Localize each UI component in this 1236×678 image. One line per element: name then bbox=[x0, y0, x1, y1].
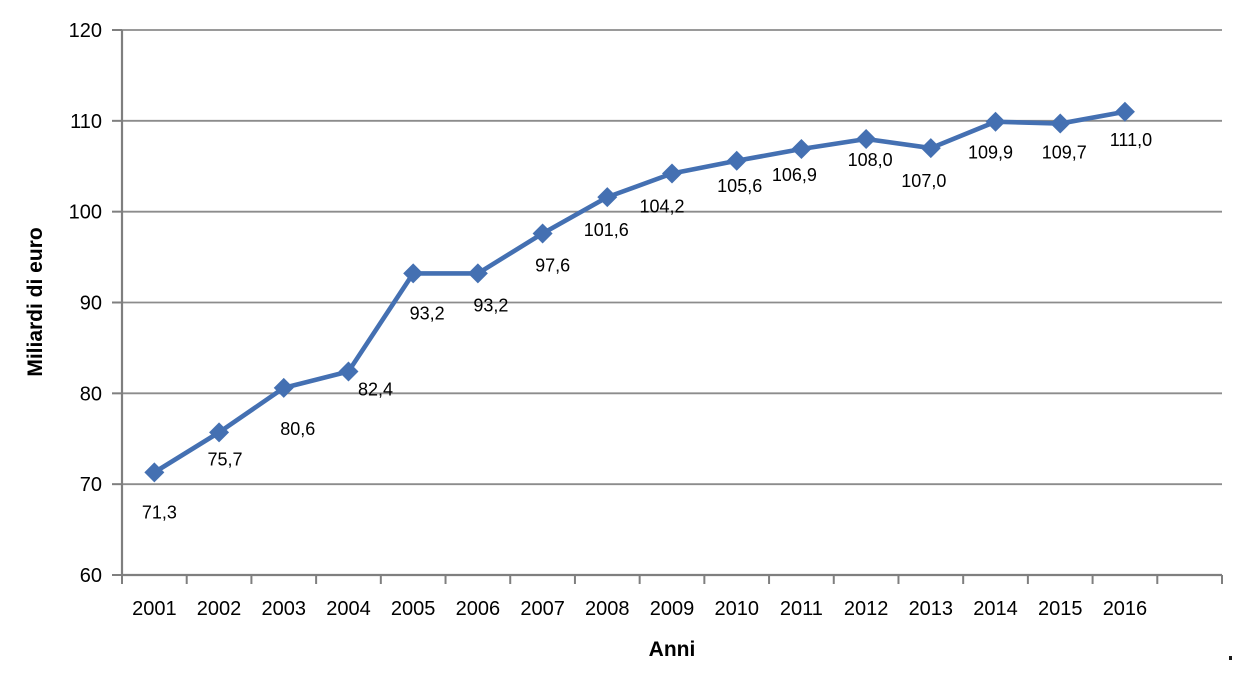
y-tick-label: 90 bbox=[80, 293, 102, 315]
x-tick-label: 2014 bbox=[973, 598, 1018, 620]
x-tick-label: 2008 bbox=[585, 598, 630, 620]
diamond-marker bbox=[985, 111, 1006, 132]
y-tick-label: 110 bbox=[70, 111, 102, 133]
y-tick-label: 70 bbox=[80, 474, 102, 496]
data-label: 104,2 bbox=[639, 197, 684, 217]
diamond-marker bbox=[726, 150, 747, 171]
diamond-marker bbox=[791, 138, 812, 159]
data-label: 105,6 bbox=[717, 176, 762, 196]
x-tick-label: 2015 bbox=[1038, 598, 1083, 620]
diamond-marker bbox=[1114, 101, 1135, 122]
x-tick-label: 2004 bbox=[326, 598, 371, 620]
x-tick-label: 2016 bbox=[1103, 598, 1148, 620]
stray-mark bbox=[1229, 656, 1232, 660]
data-label: 108,0 bbox=[848, 150, 893, 170]
diamond-marker bbox=[532, 223, 553, 244]
diamond-marker bbox=[920, 138, 941, 159]
x-tick-label: 2009 bbox=[650, 598, 695, 620]
data-label: 109,7 bbox=[1042, 143, 1087, 163]
diamond-marker bbox=[1050, 113, 1071, 134]
x-tick-label: 2007 bbox=[520, 598, 565, 620]
diamond-marker bbox=[273, 377, 294, 398]
data-label: 93,2 bbox=[410, 303, 445, 323]
y-tick-label: 120 bbox=[69, 20, 102, 42]
x-tick-label: 2013 bbox=[909, 598, 954, 620]
diamond-marker bbox=[467, 263, 488, 284]
diamond-marker bbox=[338, 361, 359, 382]
x-axis-title: Anni bbox=[648, 638, 696, 661]
data-label: 109,9 bbox=[968, 143, 1013, 163]
diamond-marker bbox=[209, 422, 230, 443]
data-label: 107,0 bbox=[901, 171, 946, 191]
diamond-marker bbox=[662, 163, 682, 184]
data-label: 101,6 bbox=[584, 220, 629, 240]
data-label: 71,3 bbox=[142, 502, 177, 522]
data-label: 97,6 bbox=[535, 255, 570, 275]
y-tick-label: 80 bbox=[80, 383, 102, 405]
data-label: 106,9 bbox=[772, 165, 817, 185]
y-axis-title: Miliardi di euro bbox=[24, 227, 47, 377]
data-label: 75,7 bbox=[208, 449, 243, 469]
x-tick-label: 2010 bbox=[714, 598, 759, 620]
x-tick-label: 2006 bbox=[456, 598, 501, 620]
x-tick-label: 2005 bbox=[391, 598, 436, 620]
data-label: 93,2 bbox=[473, 295, 508, 315]
y-tick-label: 100 bbox=[69, 202, 102, 224]
diamond-marker bbox=[597, 187, 618, 208]
data-label: 111,0 bbox=[1110, 130, 1152, 150]
y-tick-label: 60 bbox=[80, 565, 102, 587]
diamond-marker bbox=[856, 129, 877, 149]
x-tick-label: 2002 bbox=[197, 598, 242, 620]
diamond-marker bbox=[144, 462, 165, 483]
x-tick-label: 2012 bbox=[844, 598, 889, 620]
x-tick-label: 2001 bbox=[132, 598, 177, 620]
data-label: 80,6 bbox=[280, 419, 315, 439]
x-tick-label: 2011 bbox=[780, 598, 823, 620]
series-line bbox=[152, 109, 1128, 475]
diamond-marker bbox=[403, 263, 424, 284]
x-tick-label: 2003 bbox=[262, 598, 307, 620]
data-label: 82,4 bbox=[358, 380, 393, 400]
